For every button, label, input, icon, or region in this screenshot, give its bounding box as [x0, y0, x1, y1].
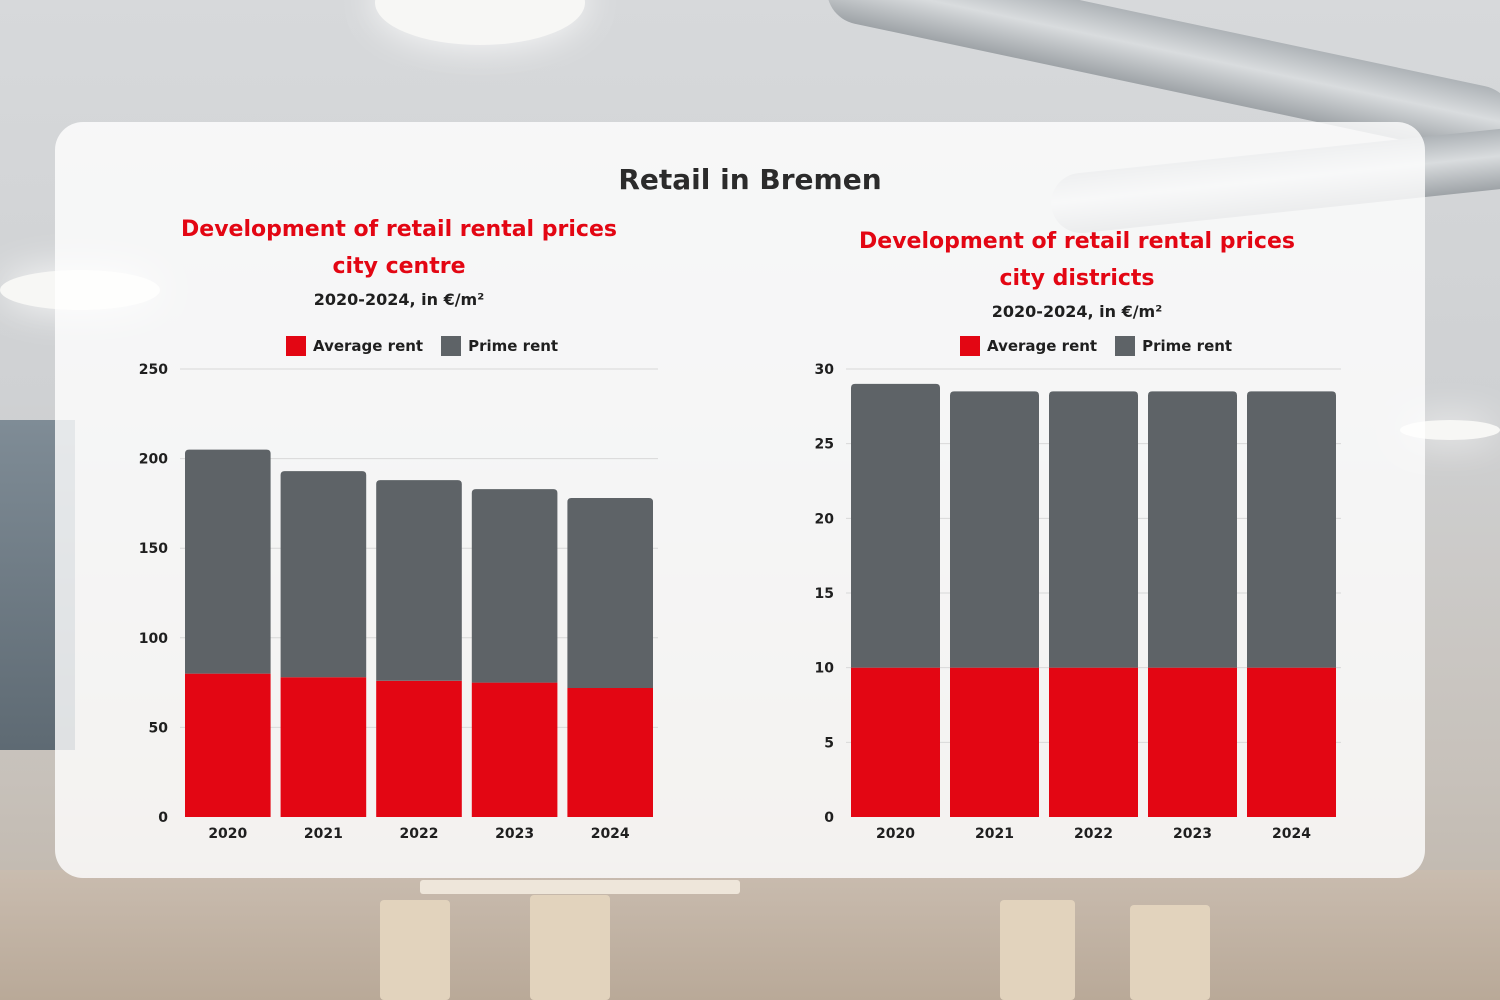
x-tick-label-districts: 2023	[1173, 826, 1212, 842]
chart-left-title-line1: Development of retail rental prices	[181, 217, 617, 242]
x-tick-label-districts: 2020	[876, 826, 915, 842]
chart-left-title-line2: city centre	[332, 254, 466, 279]
legend-item-prime-right: Prime rent	[1115, 336, 1232, 356]
bar-districts-2020-average	[851, 667, 940, 817]
bar-districts-2021-prime	[950, 391, 1039, 668]
bar-districts-2022-prime	[1049, 391, 1138, 668]
bar-centre-2022-prime	[376, 480, 462, 681]
x-tick-label-districts: 2024	[1272, 826, 1311, 842]
y-tick-label-districts: 20	[815, 511, 835, 527]
bar-districts-2024-prime	[1247, 391, 1336, 668]
x-tick-label-districts: 2021	[975, 826, 1014, 842]
cafe-chair	[380, 900, 450, 1000]
x-tick-label-centre: 2021	[304, 826, 343, 842]
y-tick-label-centre: 150	[139, 541, 168, 557]
bar-centre-2021-prime	[280, 471, 367, 678]
bar-districts-2024-average	[1247, 667, 1336, 817]
y-tick-label-centre: 0	[158, 810, 168, 826]
chart-left-subtitle: 2020-2024, in €/m²	[313, 290, 485, 309]
bar-centre-2021-average	[280, 677, 367, 817]
chart-left-title: Development of retail rental prices city…	[160, 211, 638, 285]
y-tick-label-centre: 200	[139, 452, 168, 468]
chart-right-title: Development of retail rental prices city…	[838, 223, 1316, 297]
main-title: Retail in Bremen	[618, 163, 882, 196]
x-tick-label-districts: 2022	[1074, 826, 1113, 842]
bar-districts-2021-average	[950, 667, 1039, 817]
bar-centre-2020-average	[185, 673, 271, 817]
bar-centre-2023-average	[471, 682, 558, 817]
y-tick-label-centre: 100	[139, 631, 168, 647]
x-tick-label-centre: 2022	[400, 826, 439, 842]
ceiling-lamp-3	[1400, 420, 1500, 440]
legend-label-prime-right: Prime rent	[1142, 337, 1233, 355]
chart-right-subtitle: 2020-2024, in €/m²	[991, 302, 1163, 321]
bar-centre-2024-prime	[567, 498, 653, 688]
y-tick-label-centre: 250	[139, 362, 168, 378]
y-tick-label-districts: 25	[815, 437, 834, 453]
chart-right-legend: Average rent Prime rent	[960, 336, 1232, 356]
cafe-chair-2	[530, 895, 610, 1000]
legend-swatch-average-right	[960, 336, 980, 356]
bar-centre-2024-average	[567, 687, 653, 817]
x-tick-label-centre: 2023	[495, 826, 534, 842]
cafe-table	[420, 880, 740, 894]
bar-districts-2023-average	[1148, 667, 1237, 817]
cafe-chair-3	[1000, 900, 1075, 1000]
cafe-chair-4	[1130, 905, 1210, 1000]
x-tick-label-centre: 2024	[591, 826, 630, 842]
legend-label-average-right: Average rent	[987, 337, 1098, 355]
legend-swatch-prime-right	[1115, 336, 1136, 356]
bar-districts-2023-prime	[1148, 391, 1237, 668]
y-tick-label-districts: 5	[824, 735, 834, 751]
legend-item-prime: Prime rent	[441, 336, 558, 356]
bar-districts-2022-average	[1049, 667, 1138, 817]
floor	[0, 870, 1500, 1000]
legend-item-average: Average rent	[286, 336, 423, 356]
y-tick-label-districts: 10	[815, 661, 835, 677]
legend-label-average: Average rent	[313, 337, 424, 355]
x-tick-label-centre: 2020	[208, 826, 247, 842]
bar-centre-2022-average	[376, 680, 462, 817]
y-tick-label-districts: 30	[815, 362, 835, 378]
bar-centre-2020-prime	[185, 449, 271, 674]
legend-swatch-average	[286, 336, 306, 356]
chart-right-title-line1: Development of retail rental prices	[859, 229, 1295, 254]
bar-districts-2020-prime	[851, 383, 940, 668]
chart-right-title-line2: city districts	[999, 266, 1155, 291]
chart-left-legend: Average rent Prime rent	[286, 336, 558, 356]
y-tick-label-centre: 50	[149, 720, 169, 736]
legend-swatch-prime	[441, 336, 462, 356]
legend-label-prime: Prime rent	[468, 337, 559, 355]
y-tick-label-districts: 15	[815, 586, 834, 602]
legend-item-average-right: Average rent	[960, 336, 1097, 356]
bar-centre-2023-prime	[471, 489, 558, 683]
y-tick-label-districts: 0	[824, 810, 834, 826]
